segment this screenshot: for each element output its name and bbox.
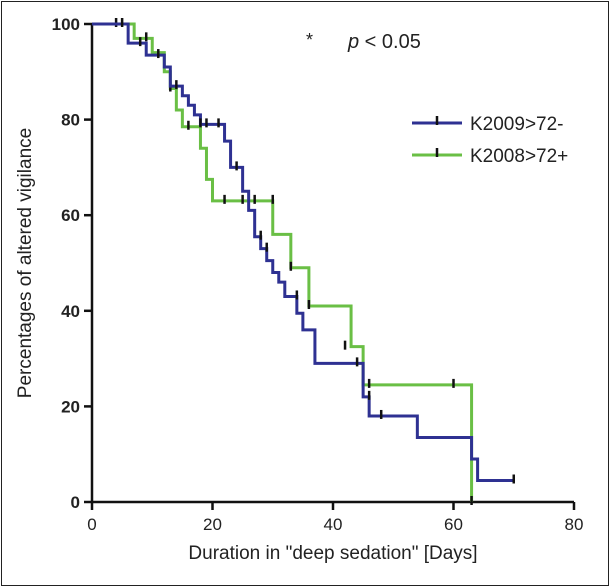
x-tick-label: 0 xyxy=(87,515,96,534)
y-tick-label: 80 xyxy=(61,111,80,130)
legend-label: K2008>72+ xyxy=(470,146,568,167)
y-tick-label: 0 xyxy=(71,493,80,512)
x-tick-label: 20 xyxy=(203,515,222,534)
x-tick-label: 80 xyxy=(565,515,584,534)
x-tick-label: 60 xyxy=(444,515,463,534)
series-line-0 xyxy=(92,22,514,482)
axes: 0 20 40 60 80 0 20 40 60 80 100 xyxy=(52,15,584,534)
y-tick-label: 60 xyxy=(61,206,80,225)
y-axis-label: Percentages of altered vigilance xyxy=(15,128,36,398)
y-tick-label: 40 xyxy=(61,302,80,321)
y-tick-label: 100 xyxy=(52,15,80,34)
plot-area xyxy=(92,18,515,505)
x-tick-label: 40 xyxy=(324,515,343,534)
x-axis-label: Duration in "deep sedation" [Days] xyxy=(188,543,477,564)
series-line-1 xyxy=(92,22,474,502)
p-value: < 0.05 xyxy=(359,31,421,53)
annotation-star: * xyxy=(306,30,313,50)
legend-label: K2009>72- xyxy=(470,114,564,135)
p-symbol: p xyxy=(347,31,359,53)
y-tick-label: 20 xyxy=(61,397,80,416)
annotation-p: p < 0.05 xyxy=(347,31,421,53)
legend: K2009>72- K2008>72+ xyxy=(412,114,568,167)
